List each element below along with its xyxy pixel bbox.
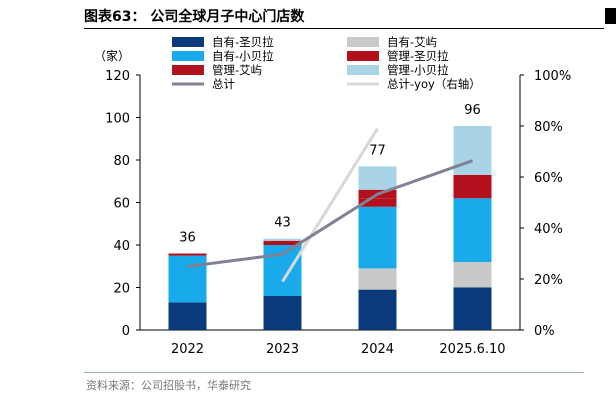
- y-tick-label: 120: [105, 69, 130, 84]
- y-unit-label: （家）: [94, 48, 130, 63]
- title-rule: [84, 28, 604, 29]
- bar-segment: [358, 268, 397, 290]
- legend-label: 管理-艾屿: [212, 63, 262, 77]
- total-data-label: 43: [274, 216, 291, 231]
- legend-label: 总计-yoy（右轴）: [387, 77, 481, 91]
- y-tick-label: 0: [122, 324, 130, 339]
- bar-segment: [263, 238, 302, 241]
- y2-tick-label: 0%: [534, 324, 555, 339]
- legend-swatch: [347, 65, 379, 75]
- total-line: [187, 159, 473, 268]
- bar-segment: [263, 296, 302, 330]
- total-data-label: 36: [179, 231, 196, 246]
- bar-segment: [453, 262, 492, 288]
- bar-segment: [358, 289, 397, 330]
- bar-segment: [263, 240, 302, 245]
- bar-segment: [453, 198, 492, 262]
- y2-tick-label: 60%: [534, 171, 563, 186]
- bar-segment: [453, 174, 492, 199]
- stacked-bars: [168, 126, 492, 330]
- x-tick-label: 2022: [171, 342, 204, 357]
- bar-segment: [358, 206, 397, 269]
- legend-label: 管理-小贝拉: [387, 63, 449, 77]
- bar-segment: [168, 255, 207, 303]
- total-data-label: 96: [464, 103, 481, 118]
- total-data-label: 77: [369, 143, 386, 158]
- legend-label: 管理-圣贝拉: [387, 49, 449, 63]
- source-note: 资料来源：公司招股书，华泰研究: [86, 379, 251, 392]
- figure-title: 图表63： 公司全球月子中心门店数: [84, 9, 305, 25]
- y-tick-label: 100: [105, 112, 130, 127]
- y2-tick-label: 80%: [534, 120, 563, 135]
- x-tick-label: 2024: [361, 342, 394, 357]
- y-tick-label: 40: [113, 239, 130, 254]
- legend-label: 自有-圣贝拉: [212, 35, 274, 49]
- x-tick-label: 2023: [266, 342, 299, 357]
- bar-segment: [453, 126, 492, 175]
- legend-swatch: [172, 37, 204, 47]
- y-tick-label: 60: [113, 197, 130, 212]
- y-tick-label: 20: [113, 282, 130, 297]
- yoy-line: [281, 127, 379, 283]
- y2-tick-label: 20%: [534, 273, 563, 288]
- bar-segment: [358, 166, 397, 190]
- legend-swatch: [347, 37, 379, 47]
- bar-segment: [358, 198, 397, 207]
- source-rule: [84, 372, 584, 373]
- series-lines: [187, 127, 473, 283]
- bar-segment: [168, 253, 207, 256]
- y-tick-label: 80: [113, 154, 130, 169]
- bar-segment: [453, 287, 492, 330]
- x-tick-label: 2025.6.10: [439, 342, 505, 357]
- edge-fragment: [605, 8, 616, 24]
- legend-swatch: [347, 51, 379, 61]
- y2-tick-label: 40%: [534, 222, 563, 237]
- legend-swatch: [172, 65, 204, 75]
- legend-label: 自有-小贝拉: [212, 49, 274, 63]
- bar-segment: [168, 302, 207, 330]
- legend-label: 总计: [212, 77, 235, 91]
- legend-swatch: [172, 51, 204, 61]
- legend-label: 自有-艾屿: [387, 35, 437, 49]
- data-labels: 36 43 77 96: [179, 103, 481, 246]
- y2-tick-label: 100%: [534, 69, 571, 84]
